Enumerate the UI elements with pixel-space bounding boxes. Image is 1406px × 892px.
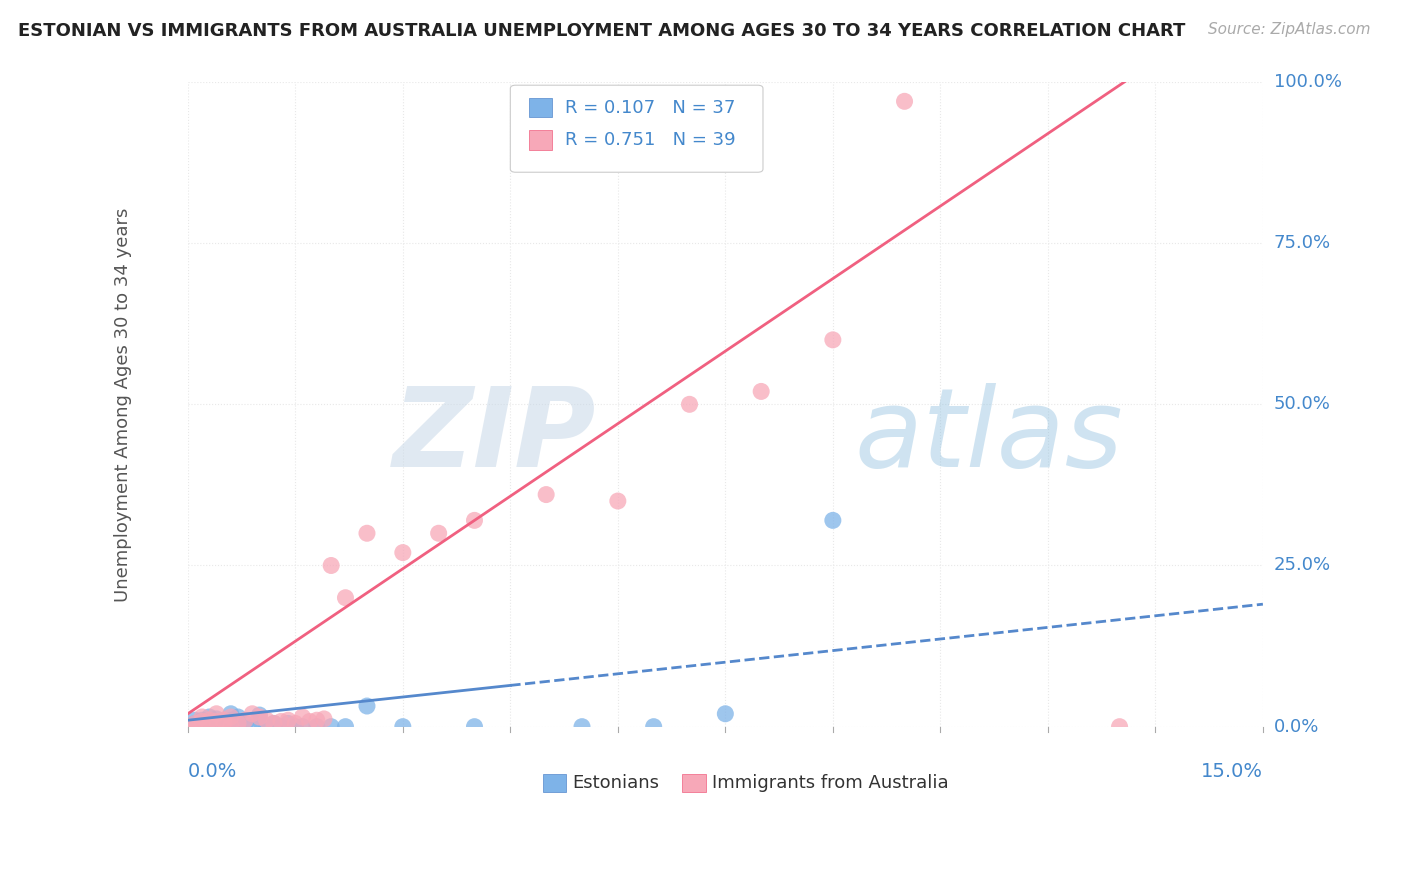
Text: 0.0%: 0.0%	[188, 762, 238, 781]
Point	[184, 713, 207, 727]
Point	[226, 716, 249, 731]
Bar	[529, 97, 553, 118]
Bar	[682, 774, 706, 792]
Point	[312, 712, 335, 726]
Point	[356, 526, 378, 541]
Point	[298, 714, 321, 729]
Text: 25.0%: 25.0%	[1274, 557, 1330, 574]
Point	[256, 720, 278, 734]
Point	[191, 713, 214, 727]
Point	[284, 716, 307, 731]
Point	[1108, 720, 1130, 734]
Point	[205, 706, 228, 721]
Text: Estonians: Estonians	[572, 774, 659, 792]
Point	[198, 720, 221, 734]
Point	[678, 397, 700, 411]
Point	[571, 720, 593, 734]
Point	[212, 720, 235, 734]
Text: ZIP: ZIP	[392, 383, 596, 490]
Text: 0.0%: 0.0%	[1274, 718, 1319, 736]
Point	[191, 720, 214, 734]
Point	[191, 714, 214, 729]
Point	[184, 716, 207, 731]
Point	[277, 713, 299, 727]
Point	[226, 720, 249, 734]
Point	[270, 720, 292, 734]
Point	[249, 708, 271, 723]
Point	[749, 384, 772, 399]
Point	[240, 720, 263, 734]
Point	[233, 716, 256, 731]
Point	[714, 706, 737, 721]
Point	[821, 333, 844, 347]
FancyBboxPatch shape	[510, 86, 763, 172]
Point	[606, 494, 628, 508]
Point	[219, 713, 242, 727]
Point	[233, 713, 256, 727]
Point	[391, 546, 413, 560]
Text: 15.0%: 15.0%	[1201, 762, 1263, 781]
Point	[463, 720, 485, 734]
Point	[321, 558, 343, 573]
Bar	[543, 774, 567, 792]
Point	[427, 526, 450, 541]
Point	[463, 513, 485, 527]
Text: R = 0.107   N = 37: R = 0.107 N = 37	[565, 98, 735, 117]
Point	[391, 720, 413, 734]
Point	[263, 716, 285, 731]
Text: Immigrants from Australia: Immigrants from Australia	[713, 774, 949, 792]
Point	[291, 720, 314, 734]
Point	[219, 720, 242, 734]
Point	[212, 716, 235, 731]
Bar	[529, 130, 553, 150]
Point	[643, 720, 665, 734]
Point	[821, 513, 844, 527]
Point	[226, 710, 249, 724]
Point	[184, 720, 207, 734]
Text: Source: ZipAtlas.com: Source: ZipAtlas.com	[1208, 22, 1371, 37]
Point	[205, 712, 228, 726]
Point	[191, 710, 214, 724]
Point	[893, 95, 915, 109]
Text: 75.0%: 75.0%	[1274, 235, 1330, 252]
Point	[249, 710, 271, 724]
Point	[356, 699, 378, 714]
Point	[219, 706, 242, 721]
Text: Unemployment Among Ages 30 to 34 years: Unemployment Among Ages 30 to 34 years	[114, 207, 132, 601]
Point	[321, 720, 343, 734]
Point	[284, 720, 307, 734]
Point	[212, 713, 235, 727]
Point	[263, 716, 285, 731]
Point	[305, 720, 328, 734]
Point	[191, 716, 214, 731]
Point	[212, 714, 235, 729]
Text: atlas: atlas	[855, 383, 1123, 490]
Point	[335, 591, 357, 605]
Point	[249, 713, 271, 727]
Point	[205, 716, 228, 731]
Text: 100.0%: 100.0%	[1274, 73, 1341, 91]
Point	[335, 720, 357, 734]
Point	[177, 720, 200, 734]
Point	[534, 487, 557, 501]
Point	[256, 713, 278, 727]
Point	[198, 710, 221, 724]
Text: R = 0.751   N = 39: R = 0.751 N = 39	[565, 131, 735, 149]
Point	[177, 720, 200, 734]
Point	[240, 706, 263, 721]
Text: 50.0%: 50.0%	[1274, 395, 1330, 413]
Text: ESTONIAN VS IMMIGRANTS FROM AUSTRALIA UNEMPLOYMENT AMONG AGES 30 TO 34 YEARS COR: ESTONIAN VS IMMIGRANTS FROM AUSTRALIA UN…	[18, 22, 1185, 40]
Point	[198, 714, 221, 729]
Point	[270, 714, 292, 729]
Point	[219, 710, 242, 724]
Point	[291, 710, 314, 724]
Point	[277, 716, 299, 731]
Point	[198, 716, 221, 731]
Point	[205, 714, 228, 729]
Point	[198, 713, 221, 727]
Point	[305, 713, 328, 727]
Point	[184, 716, 207, 731]
